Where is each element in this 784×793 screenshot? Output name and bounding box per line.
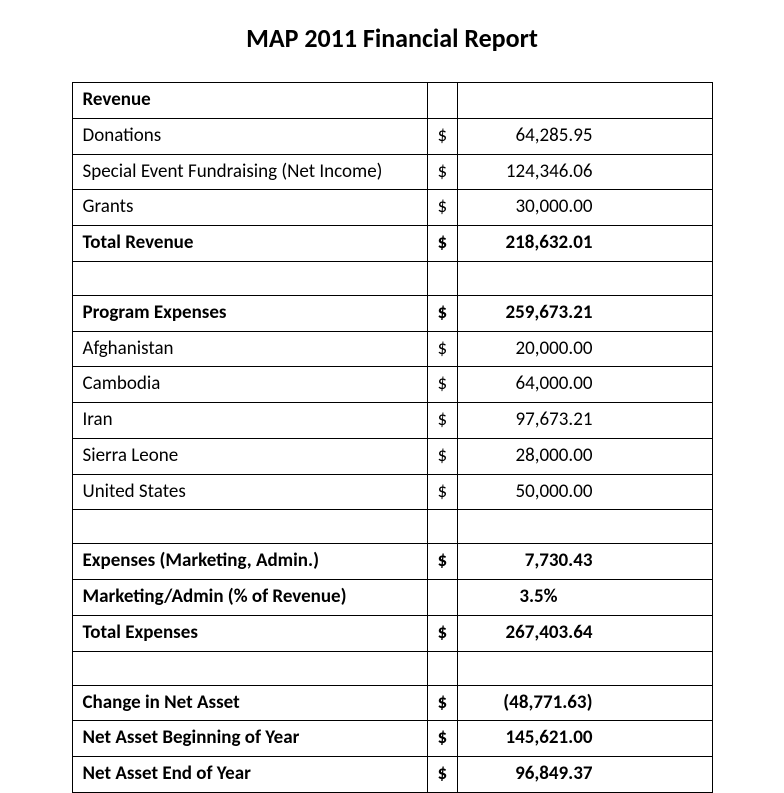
row-label: Net Asset Beginning of Year — [72, 721, 427, 757]
row-amount: 124,346.06 — [457, 154, 712, 190]
table-row: Cambodia$64,000.00 — [72, 367, 712, 403]
row-label: Marketing/Admin (% of Revenue) — [72, 580, 427, 616]
table-row: Revenue — [72, 83, 712, 119]
financial-table: RevenueDonations$64,285.95Special Event … — [72, 82, 713, 793]
currency-symbol: $ — [427, 190, 457, 226]
page-title: MAP 2011 Financial Report — [36, 22, 748, 54]
table-row: Special Event Fundraising (Net Income)$1… — [72, 154, 712, 190]
currency-symbol: $ — [427, 544, 457, 580]
currency-symbol: $ — [427, 438, 457, 474]
currency-symbol: $ — [427, 367, 457, 403]
currency-symbol — [427, 83, 457, 119]
spacer-cell — [427, 510, 457, 544]
row-amount: 7,730.43 — [457, 544, 712, 580]
row-label: Total Expenses — [72, 615, 427, 651]
amount-value: 28,000.00 — [468, 444, 593, 468]
row-label: Program Expenses — [72, 295, 427, 331]
table-row — [72, 510, 712, 544]
amount-value: 259,673.21 — [468, 301, 593, 325]
table-row: Expenses (Marketing, Admin.)$7,730.43 — [72, 544, 712, 580]
table-row: Afghanistan$20,000.00 — [72, 331, 712, 367]
row-label: Expenses (Marketing, Admin.) — [72, 544, 427, 580]
amount-value: 145,621.00 — [468, 726, 593, 750]
table-row: United States$50,000.00 — [72, 474, 712, 510]
row-label: Sierra Leone — [72, 438, 427, 474]
row-amount: (48,771.63) — [457, 685, 712, 721]
row-amount: 218,632.01 — [457, 226, 712, 262]
amount-value: 97,673.21 — [468, 408, 593, 432]
currency-symbol — [427, 580, 457, 616]
currency-symbol: $ — [427, 331, 457, 367]
currency-symbol: $ — [427, 474, 457, 510]
row-label: Cambodia — [72, 367, 427, 403]
currency-symbol: $ — [427, 721, 457, 757]
currency-symbol: $ — [427, 118, 457, 154]
table-row: Program Expenses$259,673.21 — [72, 295, 712, 331]
row-amount: 64,285.95 — [457, 118, 712, 154]
row-label: Iran — [72, 403, 427, 439]
amount-value: 267,403.64 — [468, 621, 593, 645]
row-label: Special Event Fundraising (Net Income) — [72, 154, 427, 190]
table-row: Net Asset Beginning of Year$145,621.00 — [72, 721, 712, 757]
amount-value: 64,000.00 — [468, 372, 593, 396]
row-amount: 64,000.00 — [457, 367, 712, 403]
table-row: Net Asset End of Year$96,849.37 — [72, 757, 712, 793]
table-row: Sierra Leone$28,000.00 — [72, 438, 712, 474]
currency-symbol: $ — [427, 757, 457, 793]
table-row: Grants$30,000.00 — [72, 190, 712, 226]
amount-value: 50,000.00 — [468, 480, 593, 504]
currency-symbol: $ — [427, 154, 457, 190]
spacer-cell — [457, 261, 712, 295]
table-row: Marketing/Admin (% of Revenue) 3.5% — [72, 580, 712, 616]
row-amount: 28,000.00 — [457, 438, 712, 474]
table-row: Donations$64,285.95 — [72, 118, 712, 154]
row-label: Afghanistan — [72, 331, 427, 367]
row-amount: 3.5% — [457, 580, 712, 616]
spacer-cell — [427, 261, 457, 295]
currency-symbol: $ — [427, 295, 457, 331]
row-amount: 267,403.64 — [457, 615, 712, 651]
row-label: Change in Net Asset — [72, 685, 427, 721]
row-label: Donations — [72, 118, 427, 154]
table-row: Change in Net Asset$ (48,771.63) — [72, 685, 712, 721]
row-label: Net Asset End of Year — [72, 757, 427, 793]
currency-symbol: $ — [427, 226, 457, 262]
financial-report-page: MAP 2011 Financial Report RevenueDonatio… — [0, 0, 784, 778]
row-label: United States — [72, 474, 427, 510]
currency-symbol: $ — [427, 615, 457, 651]
row-label: Grants — [72, 190, 427, 226]
spacer-cell — [72, 651, 427, 685]
spacer-cell — [457, 651, 712, 685]
row-amount: 20,000.00 — [457, 331, 712, 367]
row-amount: 97,673.21 — [457, 403, 712, 439]
row-amount: 30,000.00 — [457, 190, 712, 226]
amount-value: 64,285.95 — [468, 124, 593, 148]
row-amount: 145,621.00 — [457, 721, 712, 757]
spacer-cell — [457, 510, 712, 544]
amount-value: 218,632.01 — [468, 231, 593, 255]
amount-value: 30,000.00 — [468, 195, 593, 219]
amount-value: (48,771.63) — [468, 691, 593, 715]
row-amount: 96,849.37 — [457, 757, 712, 793]
spacer-cell — [427, 651, 457, 685]
table-row: Total Expenses$267,403.64 — [72, 615, 712, 651]
row-amount — [457, 83, 712, 119]
table-row: Total Revenue$218,632.01 — [72, 226, 712, 262]
percent-value: 3.5% — [468, 585, 558, 609]
spacer-cell — [72, 510, 427, 544]
amount-value: 96,849.37 — [468, 762, 593, 786]
row-amount: 259,673.21 — [457, 295, 712, 331]
amount-value: 7,730.43 — [468, 549, 593, 573]
table-row: Iran$97,673.21 — [72, 403, 712, 439]
row-label: Total Revenue — [72, 226, 427, 262]
currency-symbol: $ — [427, 403, 457, 439]
row-label: Revenue — [72, 83, 427, 119]
spacer-cell — [72, 261, 427, 295]
amount-value: 20,000.00 — [468, 337, 593, 361]
amount-value: 124,346.06 — [468, 160, 593, 184]
table-row — [72, 651, 712, 685]
table-row — [72, 261, 712, 295]
currency-symbol: $ — [427, 685, 457, 721]
row-amount: 50,000.00 — [457, 474, 712, 510]
